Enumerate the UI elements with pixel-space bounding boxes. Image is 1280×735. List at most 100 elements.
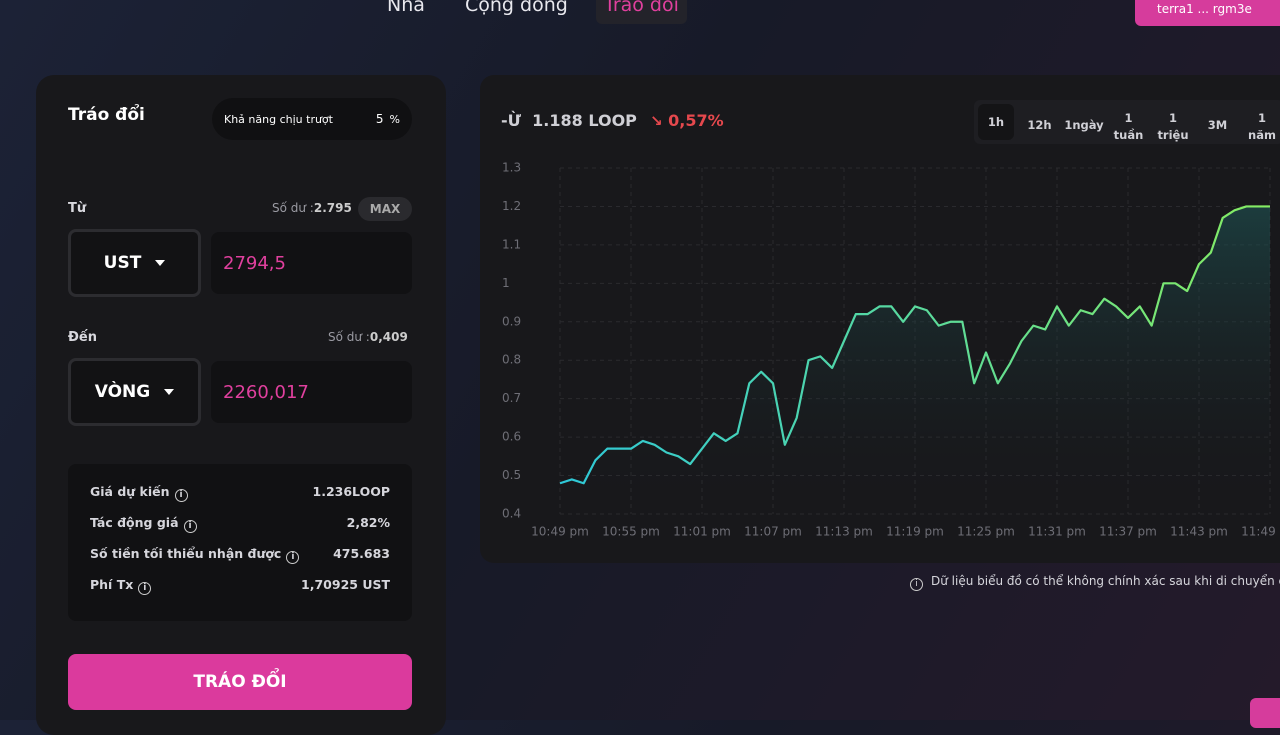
info-key: Giá dự kiến — [90, 484, 170, 499]
x-tick-label: 11:13 pm — [815, 525, 873, 539]
slippage-value: 5 — [375, 112, 384, 126]
token: UST — [103, 253, 142, 273]
wallet-button[interactable]: terra1 ... rgm3e — [1135, 0, 1280, 26]
info-row: Số tiền tối thiểu nhận được i 475.683 — [90, 546, 390, 564]
nav-link[interactable]: Nhà — [387, 0, 425, 16]
nav-link[interactable]: Cộng đồng — [465, 0, 568, 16]
info-value: 1,70925 UST — [301, 577, 390, 592]
info-box: Giá dự kiến i 1.236LOOP Tác động giá i 2,82% S… — [68, 464, 412, 621]
token: VÒNG — [94, 382, 151, 402]
to-balance: Số dư :0,409 — [328, 330, 408, 344]
balance-value: 0,409 — [369, 330, 408, 344]
area — [560, 206, 1270, 514]
x-tick-label: 10:49 pm — [531, 525, 589, 539]
info-key: Số tiền tối thiểu nhận được — [90, 546, 282, 561]
y-tick-label: 0.5 — [502, 468, 521, 482]
info-icon[interactable]: i — [286, 551, 300, 564]
x-tick-label: 11:19 pm — [886, 525, 944, 539]
timeframe[interactable]: 1ngày — [1064, 117, 1104, 134]
x-tick-label: 11:49 pm — [1241, 525, 1280, 539]
from-balance: Số dư :2.795 — [272, 201, 352, 215]
timeframe[interactable]: 3M — [1198, 117, 1238, 134]
chart-note: i Dữ liệu biểu đồ có thể không chính xác … — [910, 574, 1280, 591]
y-tick-label: 0.9 — [502, 314, 521, 328]
timeframe[interactable]: 1h — [978, 104, 1014, 140]
slippage-label: Khả năng chịu trượt — [224, 112, 333, 126]
timeframe-text: 1 — [1257, 111, 1266, 125]
y-tick-label: 1 — [502, 276, 510, 290]
token-select[interactable]: UST — [68, 229, 201, 297]
x-tick-label: 11:43 pm — [1170, 525, 1228, 539]
timeframe[interactable]: 1 năm — [1242, 110, 1280, 144]
corner-button[interactable] — [1250, 698, 1280, 728]
info-row: Phí Tx i 1,70925 UST — [90, 577, 390, 595]
info-label: Giá dự kiến i — [90, 484, 188, 502]
slippage-unit: % — [389, 112, 400, 126]
timeframes: 1h 12h 1ngày 1 tuần 1 triệu 3M 1 năm — [974, 100, 1280, 144]
y-tick-label: 0.8 — [502, 353, 521, 367]
timeframe-text: tuần — [1113, 128, 1144, 142]
price-value: 1.188 LOOP — [532, 111, 637, 130]
line — [559, 205, 1270, 485]
y-tick-label: 0.6 — [502, 430, 521, 444]
swap-panel: Tráo đổi Khả năng chịu trượt 5 % Từ Số d… — [36, 75, 446, 735]
x-tick-label: 10:55 pm — [602, 525, 660, 539]
info-icon[interactable]: i — [183, 520, 197, 533]
nav-link-active[interactable]: Tráo đổi — [596, 0, 687, 24]
chart: 0.4 0.5 0.6 0.7 0.8 0.9 1 1.1 1.2 1.3 10:49 pm 10:5… — [502, 161, 1280, 539]
y-tick-label: 1.2 — [502, 199, 521, 213]
y-tick-label: 0.7 — [502, 391, 521, 405]
info-label: Tác động giá i — [90, 515, 197, 533]
price: -Ừ 1.188 LOOP — [501, 111, 637, 130]
info-icon[interactable]: i — [138, 582, 152, 595]
timeframe-text: triệu — [1157, 128, 1189, 142]
timeframe-text: 1h — [987, 115, 1005, 129]
timeframe-text: năm — [1248, 128, 1276, 142]
info-key: Phí Tx — [90, 577, 134, 592]
y-tick-label: 1.3 — [502, 161, 521, 175]
info-icon[interactable]: i — [174, 489, 188, 502]
max-button[interactable]: MAX — [358, 197, 412, 221]
change-value: 0,57% — [668, 111, 724, 130]
timeframe[interactable]: 12h — [1020, 117, 1060, 134]
x-tick-label: 11:25 pm — [957, 525, 1015, 539]
note-text: Dữ liệu biểu đồ có thể không chính xác s… — [931, 574, 1280, 588]
to-label: Đến — [68, 330, 97, 345]
amount-input[interactable]: 2794,5 — [211, 232, 412, 294]
timeframe[interactable]: 1 triệu — [1153, 110, 1193, 144]
timeframe-text: 12h — [1027, 118, 1052, 132]
info-value: 1.236LOOP — [312, 484, 390, 499]
info-row: Tác động giá i 2,82% — [90, 515, 390, 533]
y-tick-label: 1.1 — [502, 237, 521, 251]
balance-value: 2.795 — [313, 201, 352, 215]
info-label: Phí Tx i — [90, 577, 152, 595]
amount-output[interactable]: 2260,017 — [211, 361, 412, 423]
info-label: Số tiền tối thiểu nhận được i — [90, 546, 300, 564]
info-value: 475.683 — [333, 546, 390, 561]
slippage[interactable]: Khả năng chịu trượt 5 % — [212, 98, 412, 140]
price-prefix: -Ừ — [501, 111, 522, 130]
info-row: Giá dự kiến i 1.236LOOP — [90, 484, 390, 502]
panel-title: Tráo đổi — [68, 105, 145, 125]
x-tick-label: 11:01 pm — [673, 525, 731, 539]
timeframe-text: 1ngày — [1064, 118, 1104, 132]
swap-button[interactable]: TRÁO ĐỔI — [68, 654, 412, 710]
y-tick-label: 0.4 — [502, 507, 521, 521]
timeframe-text: 1 — [1168, 111, 1177, 125]
timeframe-text: 1 — [1124, 111, 1133, 125]
x-tick-label: 11:07 pm — [744, 525, 802, 539]
chart-panel: -Ừ 1.188 LOOP ↘ 0,57% 1h 12h 1ngày 1 tuần 1 tr… — [480, 75, 1280, 563]
info-value: 2,82% — [346, 515, 390, 530]
x-tick-label: 11:31 pm — [1028, 525, 1086, 539]
balance-label: Số dư : — [328, 330, 370, 344]
timeframe[interactable]: 1 tuần — [1109, 110, 1149, 144]
balance-label: Số dư : — [272, 201, 314, 215]
timeframe-text: 3M — [1207, 118, 1228, 132]
token-select[interactable]: VÒNG — [68, 358, 201, 426]
x-tick-label: 11:37 pm — [1099, 525, 1157, 539]
from-label: Từ — [68, 201, 87, 216]
info-key: Tác động giá — [90, 515, 179, 530]
price-change: ↘ 0,57% — [650, 111, 724, 130]
